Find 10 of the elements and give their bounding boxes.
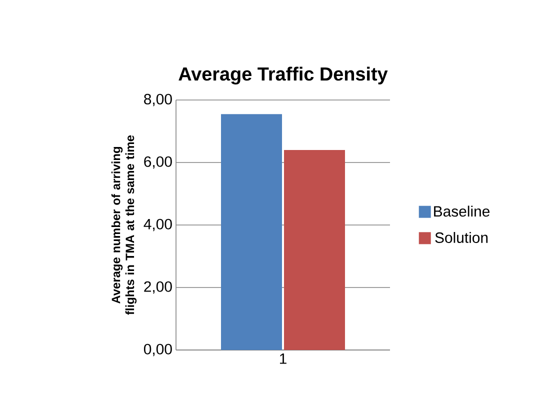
y-tick-label: 6,00: [144, 156, 172, 169]
x-tick-label: 1: [280, 354, 286, 364]
y-tick-label: 8,00: [144, 94, 172, 106]
legend-label: Solution: [435, 232, 488, 243]
y-axis-title: Average number of arriving flights in TMA at the same time: [111, 135, 137, 315]
y-tick-label: 4,00: [144, 218, 172, 232]
y-tick-label: 2,00: [144, 281, 172, 294]
chart-title: Average Traffic Density: [178, 66, 388, 85]
y-tick-label: 0,00: [144, 344, 172, 356]
legend-label: Baseline: [434, 206, 490, 217]
